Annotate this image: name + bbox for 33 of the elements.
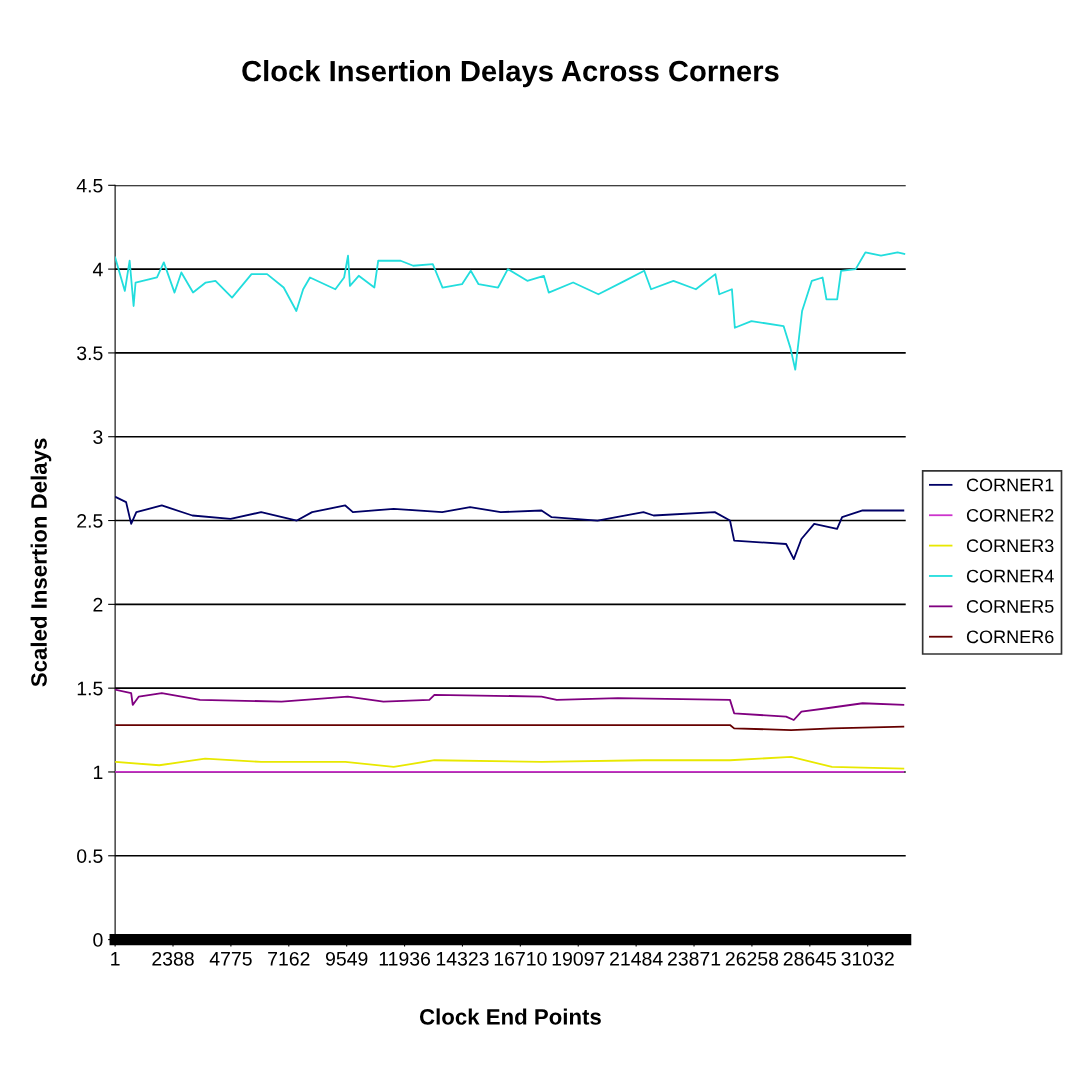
x-tick-label: 4775 [209, 952, 252, 966]
y-tick-label: 1.5 [77, 681, 103, 696]
y-tick-label: 1 [93, 765, 103, 780]
y-tick-label: 0 [93, 933, 103, 947]
legend-label: CORNER2 [966, 508, 1054, 522]
x-tick-label: 11936 [379, 951, 431, 966]
legend-label: CORNER5 [966, 600, 1054, 613]
x-axis-title: Clock End Points [419, 1008, 601, 1025]
x-tick-label: 21484 [610, 951, 663, 966]
y-tick-label: 4 [92, 262, 103, 277]
x-tick-label: 9549 [325, 951, 368, 966]
x-tick-label: 2388 [152, 951, 194, 966]
x-tick-label: 16710 [494, 951, 547, 966]
y-tick-label: 3 [93, 430, 103, 444]
x-tick-label: 1 [111, 952, 120, 966]
legend-label: CORNER4 [966, 569, 1054, 583]
x-tick-label: 19097 [552, 951, 605, 966]
y-tick-label: 2.5 [77, 514, 103, 528]
y-tick-label: 3.5 [77, 346, 103, 361]
x-tick-label: 23871 [667, 951, 721, 966]
chart-title: Clock Insertion Delays Across Corners [242, 60, 779, 88]
y-tick-label: 4.5 [76, 178, 103, 193]
x-tick-label: 26258 [725, 951, 779, 966]
legend-label: CORNER1 [966, 478, 1054, 492]
x-tick-label: 14323 [436, 951, 489, 966]
x-tick-label: 31032 [841, 951, 894, 966]
y-axis-title: Scaled Insertion Delays [30, 438, 52, 687]
legend-label: CORNER3 [966, 539, 1054, 553]
x-tick-label: 7162 [268, 951, 310, 966]
legend-label: CORNER6 [966, 630, 1054, 644]
y-tick-label: 0.5 [77, 849, 103, 864]
x-tick-label: 28645 [783, 951, 837, 966]
y-tick-label: 2 [93, 597, 103, 612]
